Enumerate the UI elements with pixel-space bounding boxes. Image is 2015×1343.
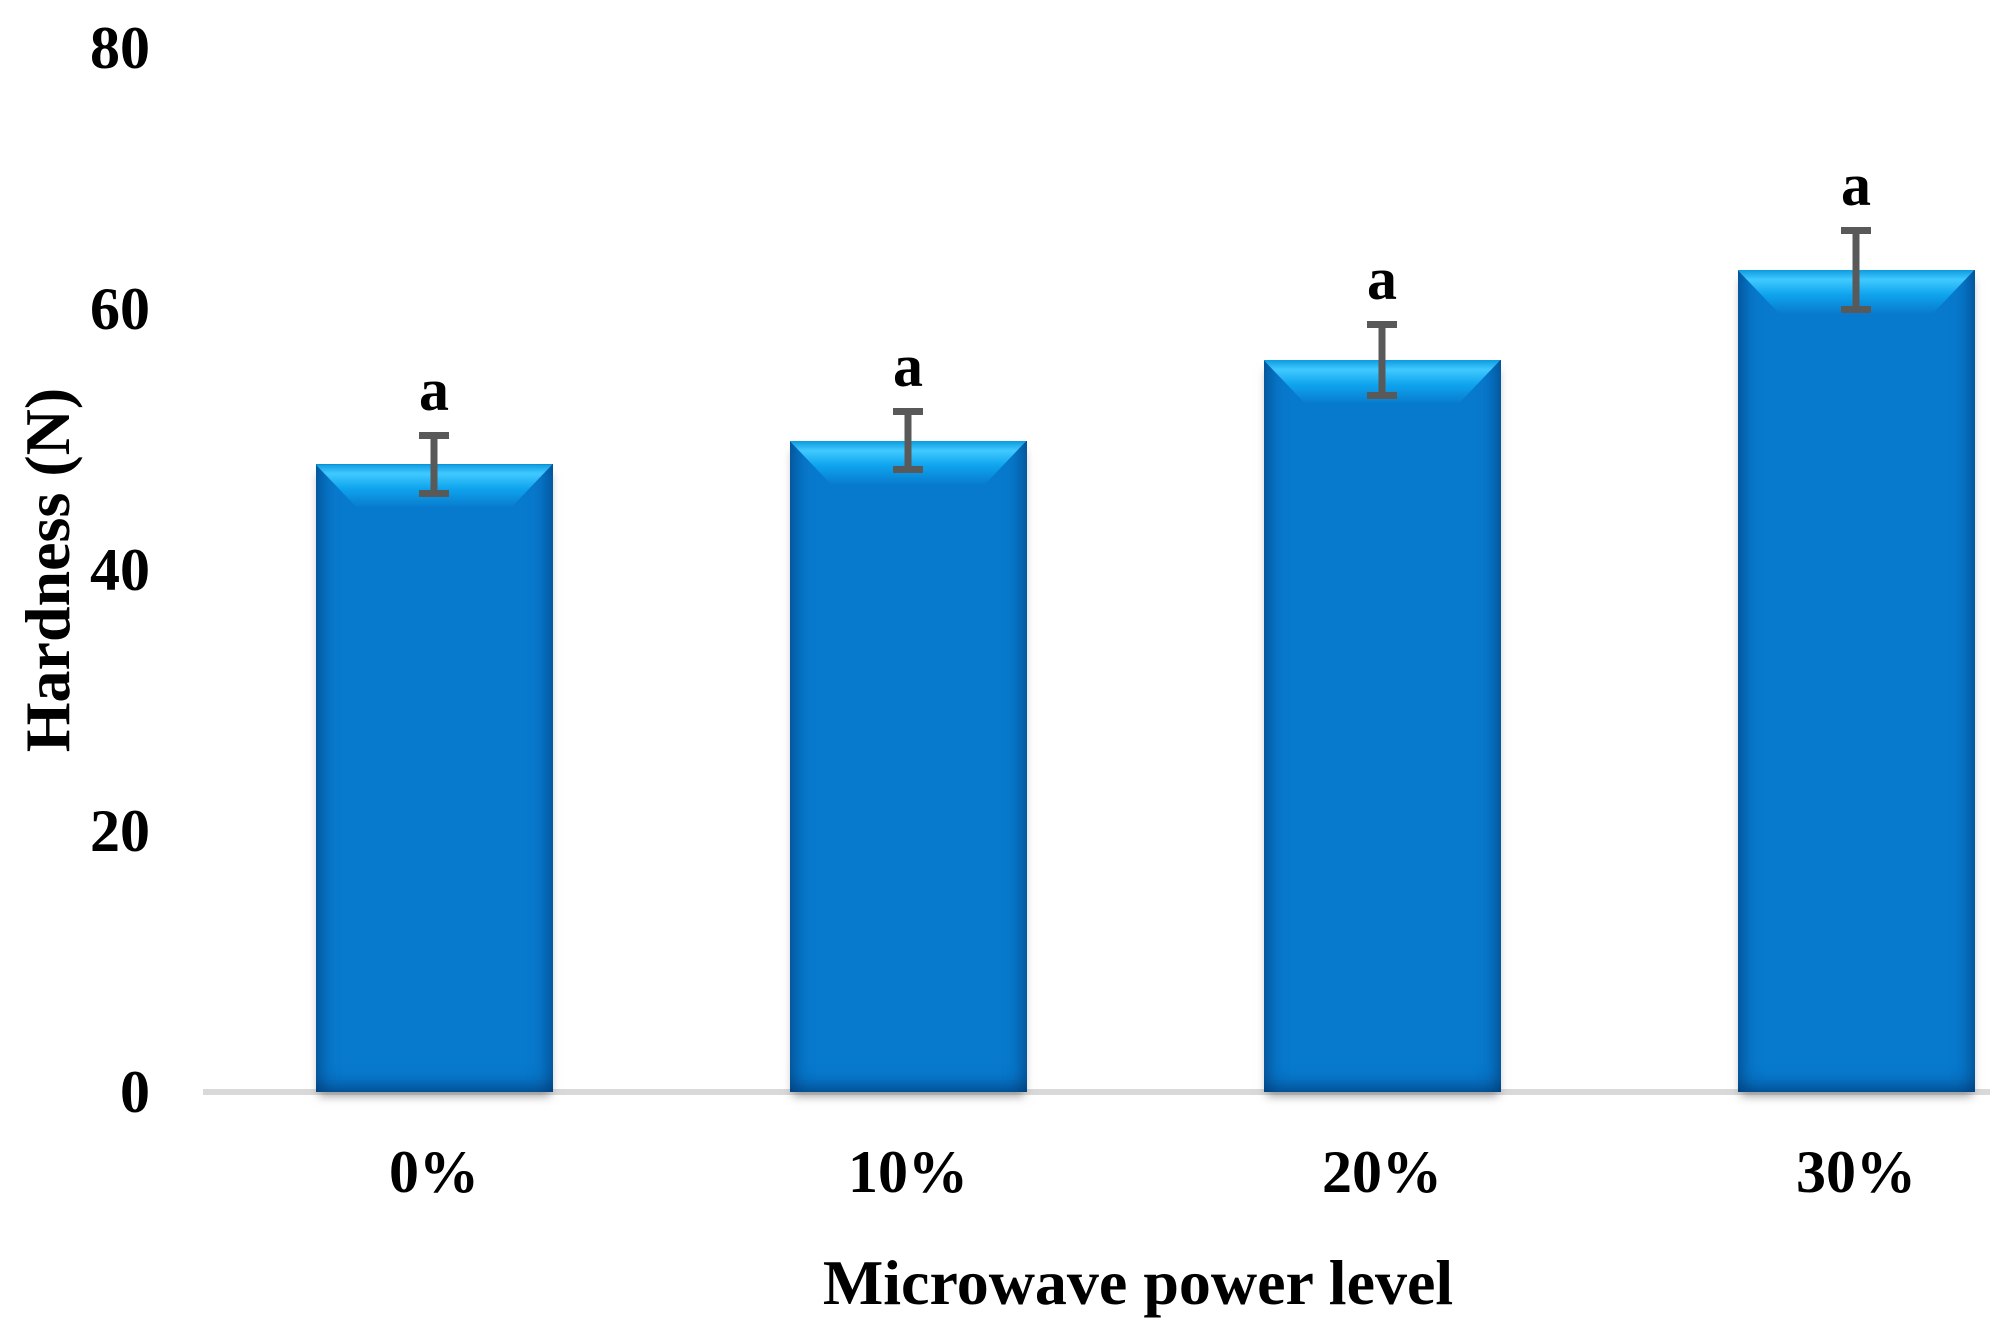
x-tick-label: 10% (848, 1139, 968, 1205)
error-bar-cap-top (1367, 320, 1397, 328)
x-tick-label: 30% (1796, 1139, 1916, 1205)
bar (1263, 359, 1501, 1092)
x-axis-line (203, 1089, 1990, 1095)
error-bar-stem (430, 431, 438, 497)
y-tick-label: 20 (90, 798, 150, 864)
x-axis-title: Microwave power level (822, 1247, 1454, 1318)
error-bar (893, 408, 923, 474)
error-bar-cap-bottom (893, 466, 923, 474)
error-bar-cap-bottom (1367, 392, 1397, 400)
y-tick-label: 60 (90, 276, 150, 342)
x-tick-label: 20% (1322, 1139, 1442, 1205)
error-bar-stem (1378, 320, 1386, 400)
y-tick-label: 80 (90, 15, 150, 81)
significance-letter: a (1841, 151, 1871, 218)
bar (1737, 269, 1975, 1092)
error-bar-cap-bottom (419, 489, 449, 497)
bar (315, 464, 553, 1092)
error-bar-cap-bottom (1841, 305, 1871, 313)
error-bar (419, 431, 449, 497)
bar (789, 440, 1027, 1092)
error-bar-cap-top (1841, 226, 1871, 234)
significance-letter: a (419, 356, 449, 423)
x-tick-label: 0% (389, 1139, 479, 1205)
y-tick-label: 40 (90, 537, 150, 603)
error-bar (1367, 320, 1397, 400)
error-bar (1841, 226, 1871, 313)
error-bar-stem (1852, 226, 1860, 313)
error-bar-cap-top (893, 408, 923, 416)
error-bar-stem (904, 408, 912, 474)
significance-letter: a (893, 333, 923, 400)
y-tick-label: 0 (120, 1059, 150, 1125)
error-bar-cap-top (419, 431, 449, 439)
significance-letter: a (1367, 245, 1397, 312)
